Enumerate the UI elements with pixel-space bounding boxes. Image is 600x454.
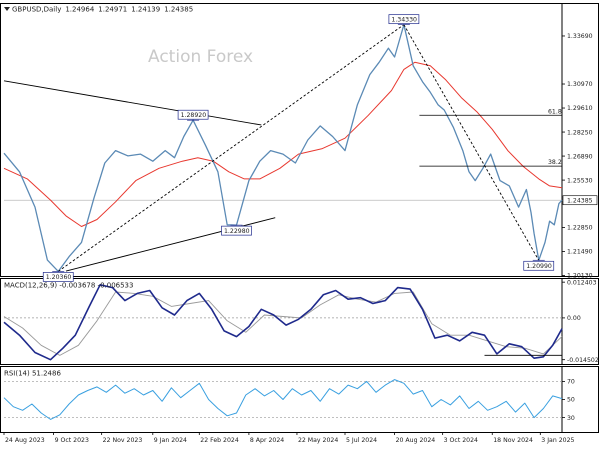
rsi-panel-frame [0, 366, 599, 433]
ohlc-low: 1.24139 [131, 6, 160, 14]
date-axis-tick-label: 22 Nov 2023 [103, 437, 143, 444]
price-line [3, 24, 563, 273]
price-axis-tick-label: 1.30970 [567, 81, 593, 88]
rsi-axis-tick-label: 30 [567, 415, 575, 422]
price-axis-tick-label: 1.21490 [567, 249, 593, 256]
date-axis-tick-label: 22 May 2024 [298, 437, 338, 444]
date-axis-tick-label: 18 Nov 2024 [493, 437, 533, 444]
price-panel-title: GBPUSD,Daily 1.24964 1.24971 1.24139 1.24385 [12, 6, 193, 14]
fib-level-label: 38.2 [548, 159, 562, 166]
last-price-box [562, 195, 598, 206]
level-label-box [42, 272, 74, 282]
level-label: 1.34330 [391, 16, 417, 23]
macd-line [3, 283, 563, 361]
date-axis-tick-label: 9 Jan 2024 [154, 437, 187, 444]
rsi-panel-title: RSI(14) 51.2486 [4, 370, 61, 378]
date-axis-tick-label: 22 Feb 2024 [200, 437, 239, 444]
symbol-title: GBPUSD,Daily [12, 6, 61, 14]
price-axis-tick-label: 1.28250 [567, 129, 593, 136]
rsi-line [3, 379, 563, 420]
level-label: 1.20990 [526, 263, 552, 270]
date-axis-tick-label: 5 Jul 2024 [346, 437, 377, 444]
macd-signal-line [3, 291, 563, 356]
date-axis-tick-label: 9 Oct 2023 [55, 437, 89, 444]
date-axis-tick-label: 24 Aug 2023 [5, 437, 45, 444]
date-axis-tick-label: 3 Jan 2025 [541, 437, 574, 444]
level-label: 1.20360 [46, 274, 72, 281]
last-price-label: 1.24385 [567, 197, 593, 204]
price-axis-tick-label: 1.20130 [567, 273, 593, 280]
trendline [65, 217, 276, 272]
fib-level-label: 61.8 [548, 108, 562, 115]
macd-axis-tick-label: 0.00 [567, 315, 581, 322]
date-axis-tick-label: 8 Apr 2024 [250, 437, 284, 444]
level-label-box [221, 225, 252, 236]
moving-average-line [3, 61, 563, 227]
rsi-axis-tick-label: 50 [567, 397, 575, 404]
level-label-box [177, 109, 209, 120]
rsi-axis-tick-label: 70 [567, 379, 575, 386]
collapse-triangle-icon [4, 7, 10, 11]
macd-axis-tick-label: 0.012403 [567, 279, 597, 286]
ohlc-high: 1.24971 [98, 6, 127, 14]
macd-axis-tick-label: -0.014502 [567, 357, 599, 364]
dashed-trendline [57, 24, 405, 272]
ohlc-close: 1.24385 [164, 6, 193, 14]
price-axis-tick-label: 1.22850 [567, 225, 593, 232]
date-axis-tick-label: 3 Oct 2024 [444, 437, 478, 444]
level-label-box [523, 260, 555, 271]
dashed-trendline [403, 24, 540, 261]
macd-panel-frame [0, 278, 599, 365]
price-axis-tick-label: 1.25530 [567, 177, 593, 184]
date-axis-tick-label: 20 Aug 2024 [396, 437, 436, 444]
trendline [3, 80, 262, 126]
level-label: 1.22980 [224, 228, 250, 235]
macd-panel-title: MACD(12,26,9) -0.003678 -0.006533 [4, 282, 133, 290]
ohlc-open: 1.24964 [65, 6, 94, 14]
level-label-box [388, 14, 420, 25]
watermark: Action Forex [148, 47, 253, 67]
price-axis-tick-label: 1.26890 [567, 153, 593, 160]
price-axis-tick-label: 1.33690 [567, 33, 593, 40]
price-panel-frame [0, 3, 599, 277]
price-axis-tick-label: 1.29610 [567, 105, 593, 112]
level-label: 1.28920 [181, 112, 207, 119]
